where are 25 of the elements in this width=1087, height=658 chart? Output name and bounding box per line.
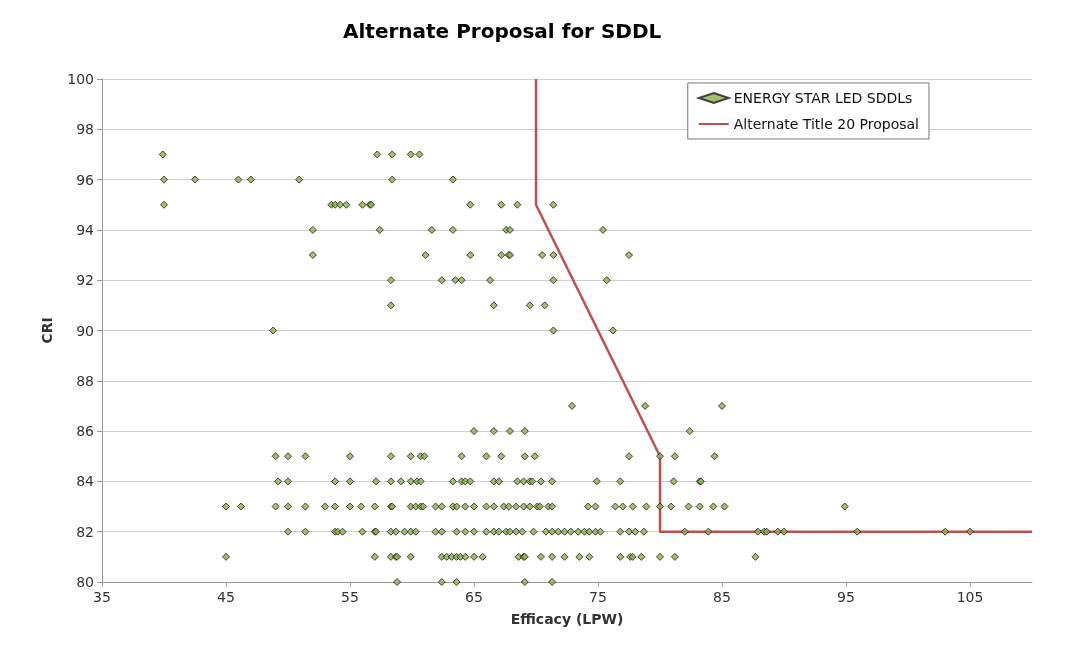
y-tick-label: 92 (76, 272, 94, 289)
x-tick-label: 55 (341, 589, 359, 605)
y-tick-label: 94 (76, 221, 95, 238)
y-tick-label: 82 (76, 523, 94, 540)
y-tick-label: 84 (76, 473, 95, 490)
line-series (534, 77, 1034, 533)
y-tick-label: 86 (76, 423, 95, 440)
chart-title: Alternate Proposal for SDDL (343, 19, 662, 43)
y-tick-label: 98 (76, 121, 94, 138)
y-tick-label: 96 (76, 171, 95, 188)
x-tick-label: 65 (465, 589, 483, 605)
y-tick-label: 100 (67, 71, 94, 87)
y-tick-label: 80 (76, 574, 94, 590)
y-tick-label: 88 (76, 372, 94, 389)
x-tick-label: 35 (93, 589, 111, 605)
y-axis-title: CRI (39, 317, 55, 344)
x-tick-label: 75 (589, 589, 607, 605)
x-tick-label: 45 (217, 589, 235, 605)
y-tick-label: 90 (76, 322, 94, 339)
x-axis-title: Efficacy (LPW) (510, 611, 624, 627)
x-tick-label: 105 (956, 589, 984, 605)
x-tick-label: 95 (837, 589, 855, 605)
x-tick-label: 85 (713, 589, 731, 605)
legend-label: Alternate Title 20 Proposal (733, 116, 920, 132)
legend-label: ENERGY STAR LED SDDLs (733, 90, 913, 106)
